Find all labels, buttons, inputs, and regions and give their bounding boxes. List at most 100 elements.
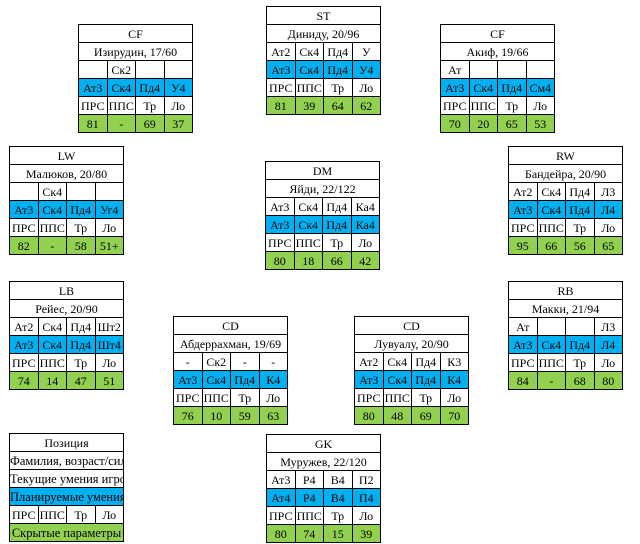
current-skill-2 [135, 60, 165, 79]
planned-skill-2: Пд4 [66, 200, 96, 219]
param-label-2: Тр [66, 353, 96, 372]
planned-skill-3: Ка4 [350, 215, 380, 234]
hidden-param-value-2: 58 [66, 236, 96, 255]
current-skill-2: Пд4 [411, 352, 441, 371]
current-skill-1 [536, 317, 566, 336]
player-name-age: Лувуалу, 20/90 [354, 334, 469, 353]
hidden-param-value-2: 68 [565, 371, 595, 390]
current-skill-2: Пд4 [323, 42, 353, 61]
current-skill-3: К3 [439, 352, 469, 371]
param-label-0: ПРС [266, 78, 296, 97]
param-label-3: Ло [258, 388, 288, 407]
legend-name-age: Фамилия, возраст/сила [9, 451, 124, 470]
position-label: RW [508, 146, 623, 165]
param-label-0: ПРС [78, 96, 108, 115]
current-skill-3: Ка4 [350, 197, 380, 216]
param-label-2: Тр [565, 218, 595, 237]
planned-skill-3: Л4 [593, 200, 623, 219]
player-card-cf-right: CF Акиф, 19/66 Ат Ат3 Ск4 Пд4 См4 ПРС ППС Тр Ло 70 2… [440, 24, 555, 133]
position-label: LB [9, 281, 124, 300]
planned-skill-0: Ат3 [78, 78, 108, 97]
planned-skill-1: Ск4 [201, 370, 231, 389]
current-skill-3: У [351, 42, 381, 61]
legend-current: Текущие умения игрока [9, 469, 124, 488]
param-label-3: Ло [351, 78, 381, 97]
planned-skill-2: Пд4 [411, 370, 441, 389]
current-skill-3: - [258, 352, 288, 371]
planned-skill-0: Ат3 [354, 370, 384, 389]
param-label-1: ППС [106, 96, 136, 115]
param-label-1: ППС [37, 353, 67, 372]
param-label-2: Тр [322, 233, 352, 252]
param-label-3: Ло [525, 96, 555, 115]
planned-skill-3: К4 [439, 370, 469, 389]
hidden-param-value-3: 42 [350, 251, 380, 270]
param-label-0: ПРС [173, 388, 203, 407]
legend-position: Позиция [9, 433, 124, 452]
hidden-param-value-3: 53 [525, 114, 555, 133]
planned-skill-3: У4 [351, 60, 381, 79]
param-label-1: ППС [294, 506, 324, 525]
legend-label-2: Тр [66, 505, 96, 524]
current-skill-2 [66, 182, 96, 201]
current-skill-3: Шт2 [94, 317, 124, 336]
param-label-0: ПРС [265, 233, 295, 252]
current-skill-1: Ск4 [37, 317, 67, 336]
player-card-rb: RB Макки, 21/94 Ат Л3 Ат3 Ск4 Пд4 Л4 ПРС ППС Тр Ло 8… [508, 281, 623, 390]
hidden-param-value-0: 76 [173, 406, 203, 425]
current-skill-3: Л3 [593, 317, 623, 336]
hidden-param-value-2: 65 [497, 114, 527, 133]
planned-skill-2: Пд4 [322, 215, 352, 234]
planned-skill-0: Ат3 [9, 335, 39, 354]
legend-label-1: ППС [37, 505, 67, 524]
planned-skill-0: Ат3 [9, 200, 39, 219]
current-skill-1 [468, 60, 498, 79]
current-skill-1: Ск4 [293, 197, 323, 216]
param-label-3: Ло [94, 353, 124, 372]
position-label: DM [265, 161, 380, 180]
player-name-age: Диниду, 20/96 [266, 24, 381, 43]
hidden-param-value-3: 80 [593, 371, 623, 390]
player-name-age: Муружев, 22/120 [266, 452, 381, 471]
param-label-3: Ло [350, 233, 380, 252]
param-label-3: Ло [94, 218, 124, 237]
planned-skill-1: Ск4 [106, 78, 136, 97]
legend-card: Позиция Фамилия, возраст/сила Текущие ум… [9, 433, 124, 542]
param-label-2: Тр [323, 506, 353, 525]
planned-skill-0: Ат3 [508, 335, 538, 354]
legend-label-0: ПРС [9, 505, 39, 524]
player-name-age: Яйди, 22/122 [265, 179, 380, 198]
param-label-2: Тр [565, 353, 595, 372]
current-skill-2: Пд4 [565, 182, 595, 201]
planned-skill-1: Ск4 [293, 215, 323, 234]
hidden-param-value-0: 80 [265, 251, 295, 270]
planned-skill-0: Ат3 [266, 60, 296, 79]
current-skill-0: - [173, 352, 203, 371]
param-label-2: Тр [230, 388, 260, 407]
player-card-cd-left: CD Абдеррахман, 19/69- Ск2- - Ат3 Ск4 Пд4 К4 ПРС… [173, 316, 288, 425]
hidden-param-value-1: 48 [382, 406, 412, 425]
position-label: CD [173, 316, 288, 335]
hidden-param-value-0: 74 [9, 371, 39, 390]
player-name-age: Бандейра, 20/90 [508, 164, 623, 183]
current-skill-3 [163, 60, 193, 79]
planned-skill-3: Уг4 [94, 200, 124, 219]
player-name-age: Абдеррахман, 19/69 [173, 334, 288, 353]
current-skill-1: Ск4 [294, 42, 324, 61]
planned-skill-1: Ск4 [37, 335, 67, 354]
planned-skill-3: См4 [525, 78, 555, 97]
hidden-param-value-2: 59 [230, 406, 260, 425]
hidden-param-value-0: 81 [266, 96, 296, 115]
current-skill-0: Ат3 [265, 197, 295, 216]
param-label-1: ППС [293, 233, 323, 252]
hidden-param-value-2: 66 [322, 251, 352, 270]
param-label-3: Ло [593, 218, 623, 237]
planned-skill-2: Пд4 [66, 335, 96, 354]
param-label-0: ПРС [508, 353, 538, 372]
position-label: CF [78, 24, 193, 43]
param-label-2: Тр [66, 218, 96, 237]
param-label-1: ППС [536, 353, 566, 372]
hidden-param-value-1: - [37, 236, 67, 255]
player-name-age: Макки, 21/94 [508, 299, 623, 318]
param-label-0: ПРС [354, 388, 384, 407]
